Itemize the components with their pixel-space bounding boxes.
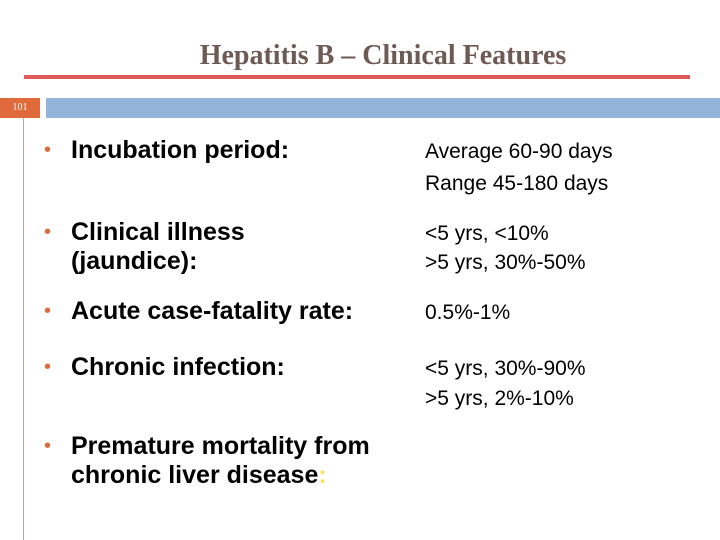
- value-clinical-over5: >5 yrs, 30%-50%: [425, 251, 586, 274]
- value-incubation-average: Average 60-90 days: [425, 140, 613, 163]
- bullet-incubation-period: • Incubation period:: [44, 136, 290, 165]
- bullet-premature-mortality: • Premature mortality from chronic liver…: [44, 432, 370, 490]
- bullet-label: Acute case-fatality rate:: [71, 297, 354, 325]
- value-acute-case-fatality: 0.5%-1%: [425, 301, 511, 324]
- bullet-label-line2: (jaundice):: [71, 247, 198, 275]
- bullet-dot-icon: •: [44, 139, 52, 161]
- value-chronic-under5: <5 yrs, 30%-90%: [425, 357, 586, 380]
- page-number-badge: 101: [0, 98, 40, 118]
- title-divider: [24, 75, 690, 79]
- highlight-colon: :: [318, 461, 327, 489]
- value-chronic-over5: >5 yrs, 2%-10%: [425, 387, 574, 410]
- bullet-clinical-illness: • Clinical illness (jaundice):: [44, 218, 245, 276]
- bullet-label: Clinical illness: [71, 218, 245, 246]
- bullet-dot-icon: •: [44, 435, 52, 457]
- bullet-dot-icon: •: [44, 300, 52, 322]
- bullet-acute-case-fatality: • Acute case-fatality rate:: [44, 297, 354, 326]
- bullet-label: Chronic infection:: [71, 353, 285, 381]
- bullet-dot-icon: •: [44, 356, 52, 378]
- slide-title: Hepatitis B – Clinical Features: [199, 40, 567, 71]
- bullet-chronic-infection: • Chronic infection:: [44, 353, 285, 382]
- bullet-label-line2: chronic liver disease: [71, 461, 319, 489]
- bullet-label: Incubation period:: [71, 136, 290, 164]
- left-margin-rule: [23, 118, 24, 540]
- header-bar: [46, 98, 720, 118]
- bullet-label: Premature mortality from: [71, 432, 370, 460]
- value-incubation-range: Range 45-180 days: [425, 172, 609, 195]
- value-clinical-under5: <5 yrs, <10%: [425, 222, 549, 245]
- bullet-dot-icon: •: [44, 221, 52, 243]
